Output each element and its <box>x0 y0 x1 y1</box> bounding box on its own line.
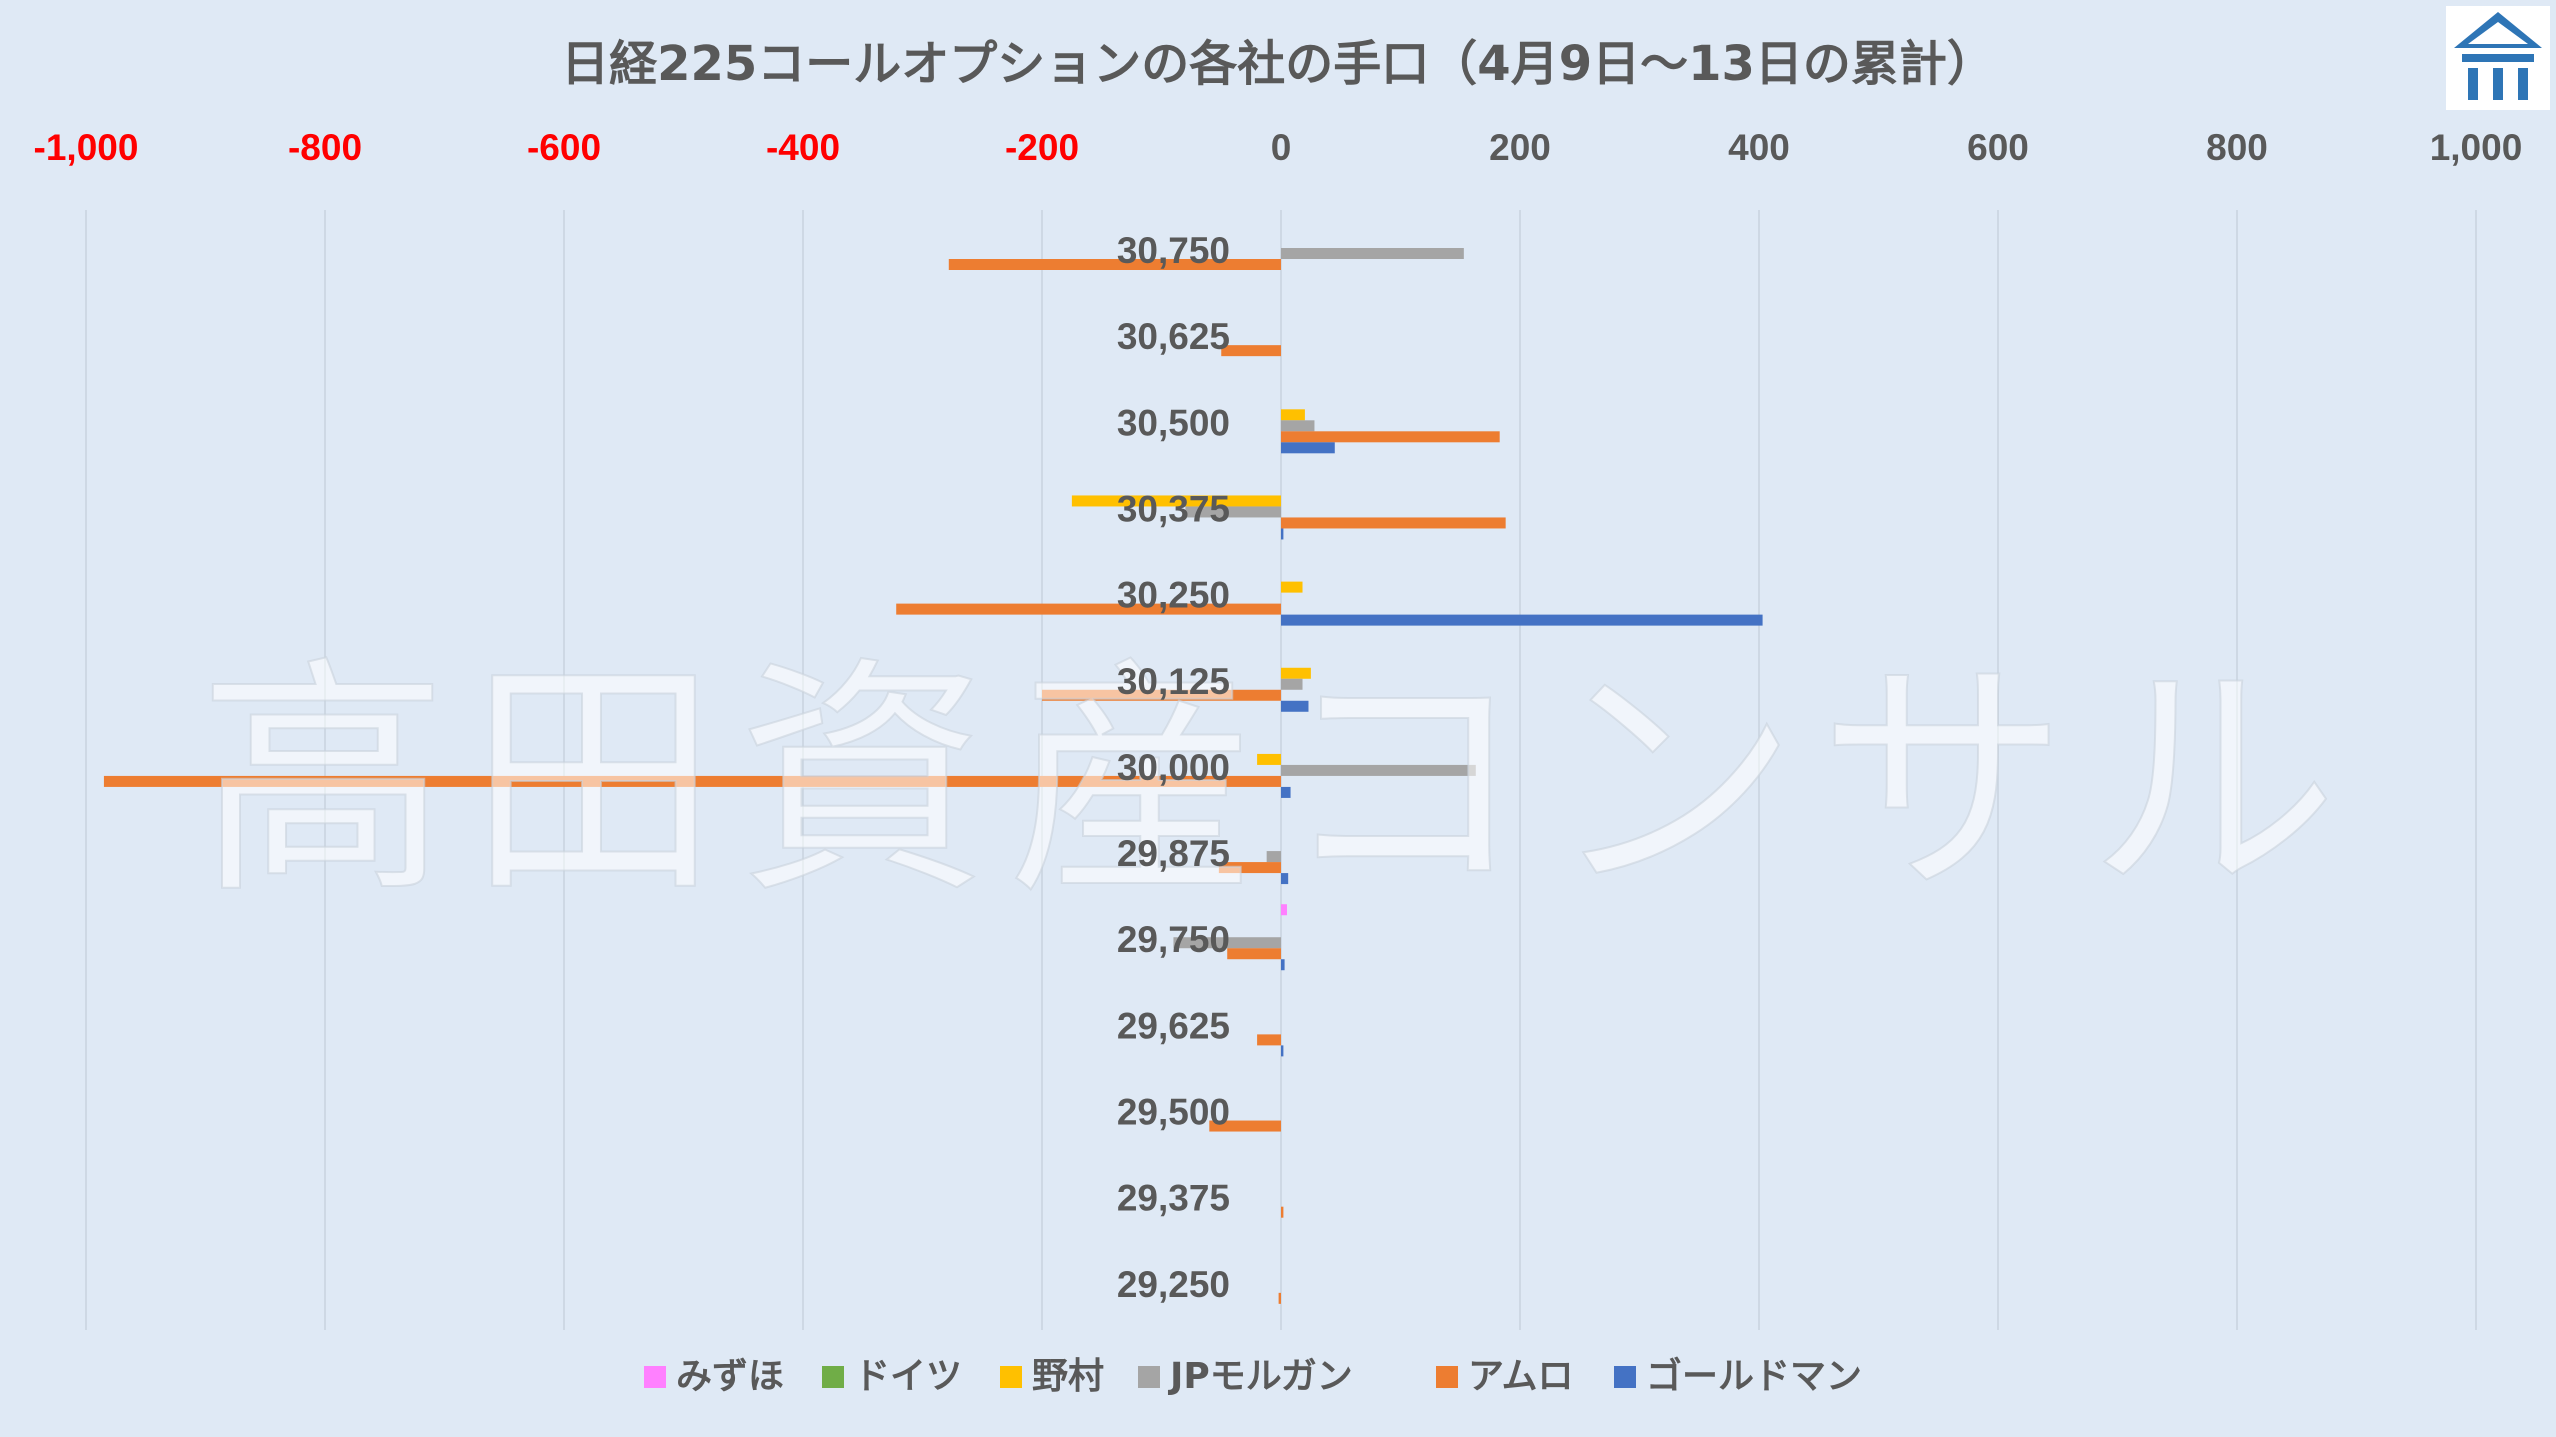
bar-ゴールドマン-30,375 <box>1281 528 1284 540</box>
legend-label: 野村 <box>1032 1356 1104 1397</box>
bar-アムロ-29,625 <box>1257 1034 1281 1046</box>
bar-アムロ-30,750 <box>948 259 1281 270</box>
bar-アムロ-30,500 <box>1281 431 1500 443</box>
bar-JPモルガン-30,125 <box>1281 678 1303 690</box>
category-label: 30,000 <box>1117 747 1230 788</box>
bar-アムロ-29,500 <box>1209 1120 1281 1132</box>
category-label: 30,375 <box>1117 488 1230 529</box>
bar-ゴールドマン-29,875 <box>1281 873 1289 885</box>
chart-title: 日経225コールオプションの各社の手口（4月9日～13日の累計） <box>561 36 1995 92</box>
bar-アムロ-30,625 <box>1221 345 1281 357</box>
category-label: 30,750 <box>1117 230 1230 271</box>
category-label: 30,500 <box>1117 402 1230 443</box>
bar-JPモルガン-30,000 <box>1281 764 1476 776</box>
logo-icon <box>2446 6 2550 110</box>
x-tick-label: 600 <box>1967 127 2029 168</box>
bar-ゴールドマン-29,625 <box>1281 1045 1284 1057</box>
x-tick-label: -400 <box>766 127 840 168</box>
legend-swatch <box>1138 1366 1160 1388</box>
legend-label: アムロ <box>1468 1356 1573 1397</box>
legend-label: ドイツ <box>854 1356 962 1397</box>
bar-JPモルガン-30,375 <box>1185 506 1281 518</box>
bar-アムロ-29,750 <box>1227 948 1281 960</box>
legend-label: みずほ <box>676 1356 784 1397</box>
category-label: 29,875 <box>1117 833 1230 874</box>
bar-アムロ-30,250 <box>896 603 1281 615</box>
bar-野村-30,000 <box>1257 753 1281 765</box>
x-tick-label: -1,000 <box>34 127 139 168</box>
category-label: 29,250 <box>1117 1264 1230 1305</box>
category-label: 30,625 <box>1117 316 1230 357</box>
legend-swatch <box>1000 1366 1022 1388</box>
category-label: 29,375 <box>1117 1178 1230 1219</box>
category-label: 30,125 <box>1117 661 1230 702</box>
category-label: 30,250 <box>1117 575 1230 616</box>
bar-アムロ-29,250 <box>1278 1292 1281 1304</box>
legend-swatch <box>1614 1366 1636 1388</box>
category-label: 29,750 <box>1117 919 1230 960</box>
legend-swatch <box>1436 1366 1458 1388</box>
legend-label: JPモルガン <box>1167 1356 1353 1397</box>
legend: みずほ ドイツ 野村 JPモルガン アムロ ゴールドマン <box>644 1355 1862 1397</box>
bar-JPモルガン-29,750 <box>1173 937 1281 949</box>
x-tick-label: -600 <box>527 127 601 168</box>
bar-ゴールドマン-29,750 <box>1281 959 1285 971</box>
bar-JPモルガン-29,875 <box>1266 851 1281 863</box>
bar-みずほ-29,750 <box>1281 904 1287 916</box>
bar-アムロ-29,875 <box>1218 862 1281 874</box>
legend-swatch <box>822 1366 844 1388</box>
x-tick-label: 200 <box>1489 127 1551 168</box>
bar-ゴールドマン-30,250 <box>1281 614 1763 626</box>
legend-label: ゴールドマン <box>1646 1355 1862 1397</box>
category-label: 29,500 <box>1117 1092 1230 1133</box>
bar-JPモルガン-30,750 <box>1281 248 1464 259</box>
bar-JPモルガン-30,500 <box>1281 420 1315 432</box>
bar-ゴールドマン-30,000 <box>1281 786 1291 798</box>
bar-ゴールドマン-30,125 <box>1281 700 1309 712</box>
bar-アムロ-30,000 <box>103 775 1281 787</box>
bar-野村-30,125 <box>1281 667 1311 679</box>
x-tick-label: -800 <box>288 127 362 168</box>
bar-アムロ-29,375 <box>1281 1206 1284 1218</box>
x-tick-label: -200 <box>1005 127 1079 168</box>
bar-アムロ-30,125 <box>1042 689 1281 701</box>
bar-アムロ-30,375 <box>1281 517 1506 529</box>
bar-野村-30,375 <box>1071 495 1281 507</box>
x-tick-label: 800 <box>2206 127 2268 168</box>
bar-野村-30,250 <box>1281 581 1303 593</box>
bar-ゴールドマン-30,500 <box>1281 442 1335 454</box>
bar-野村-30,500 <box>1281 409 1305 421</box>
category-label: 29,625 <box>1117 1005 1230 1046</box>
x-tick-label: 400 <box>1728 127 1790 168</box>
x-tick-label: 1,000 <box>2430 127 2523 168</box>
x-tick-label: 0 <box>1271 127 1292 168</box>
watermark-text: 高田資産コンサル <box>198 636 2358 927</box>
legend-swatch <box>644 1366 666 1388</box>
